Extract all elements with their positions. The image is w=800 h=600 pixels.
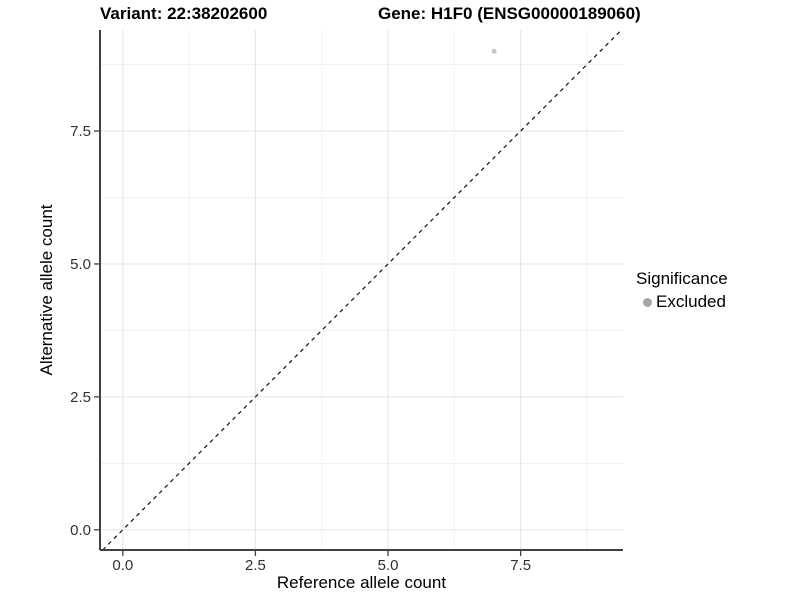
legend-item: Excluded bbox=[636, 292, 728, 312]
x-tick-label: 0.0 bbox=[112, 557, 133, 574]
legend-point-icon bbox=[643, 297, 652, 307]
x-tick-label: 7.5 bbox=[510, 557, 531, 574]
y-tick-label: 5.0 bbox=[70, 256, 91, 273]
x-tick-label: 5.0 bbox=[378, 557, 399, 574]
y-axis-title: Alternative allele count bbox=[37, 204, 56, 376]
x-tick-label: 2.5 bbox=[245, 557, 266, 574]
legend-item-label: Excluded bbox=[656, 292, 726, 311]
legend-title: Significance bbox=[636, 269, 728, 288]
y-tick-label: 7.5 bbox=[70, 123, 91, 140]
y-tick-label: 2.5 bbox=[70, 389, 91, 406]
gene-title: Gene: H1F0 (ENSG00000189060) bbox=[378, 4, 641, 23]
identity-line bbox=[102, 29, 622, 551]
data-point bbox=[491, 48, 497, 54]
y-tick-label: 0.0 bbox=[70, 522, 91, 539]
x-axis-title: Reference allele count bbox=[276, 573, 447, 592]
variant-title: Variant: 22:38202600 bbox=[100, 4, 268, 23]
legend: Significance Excluded bbox=[636, 269, 728, 312]
